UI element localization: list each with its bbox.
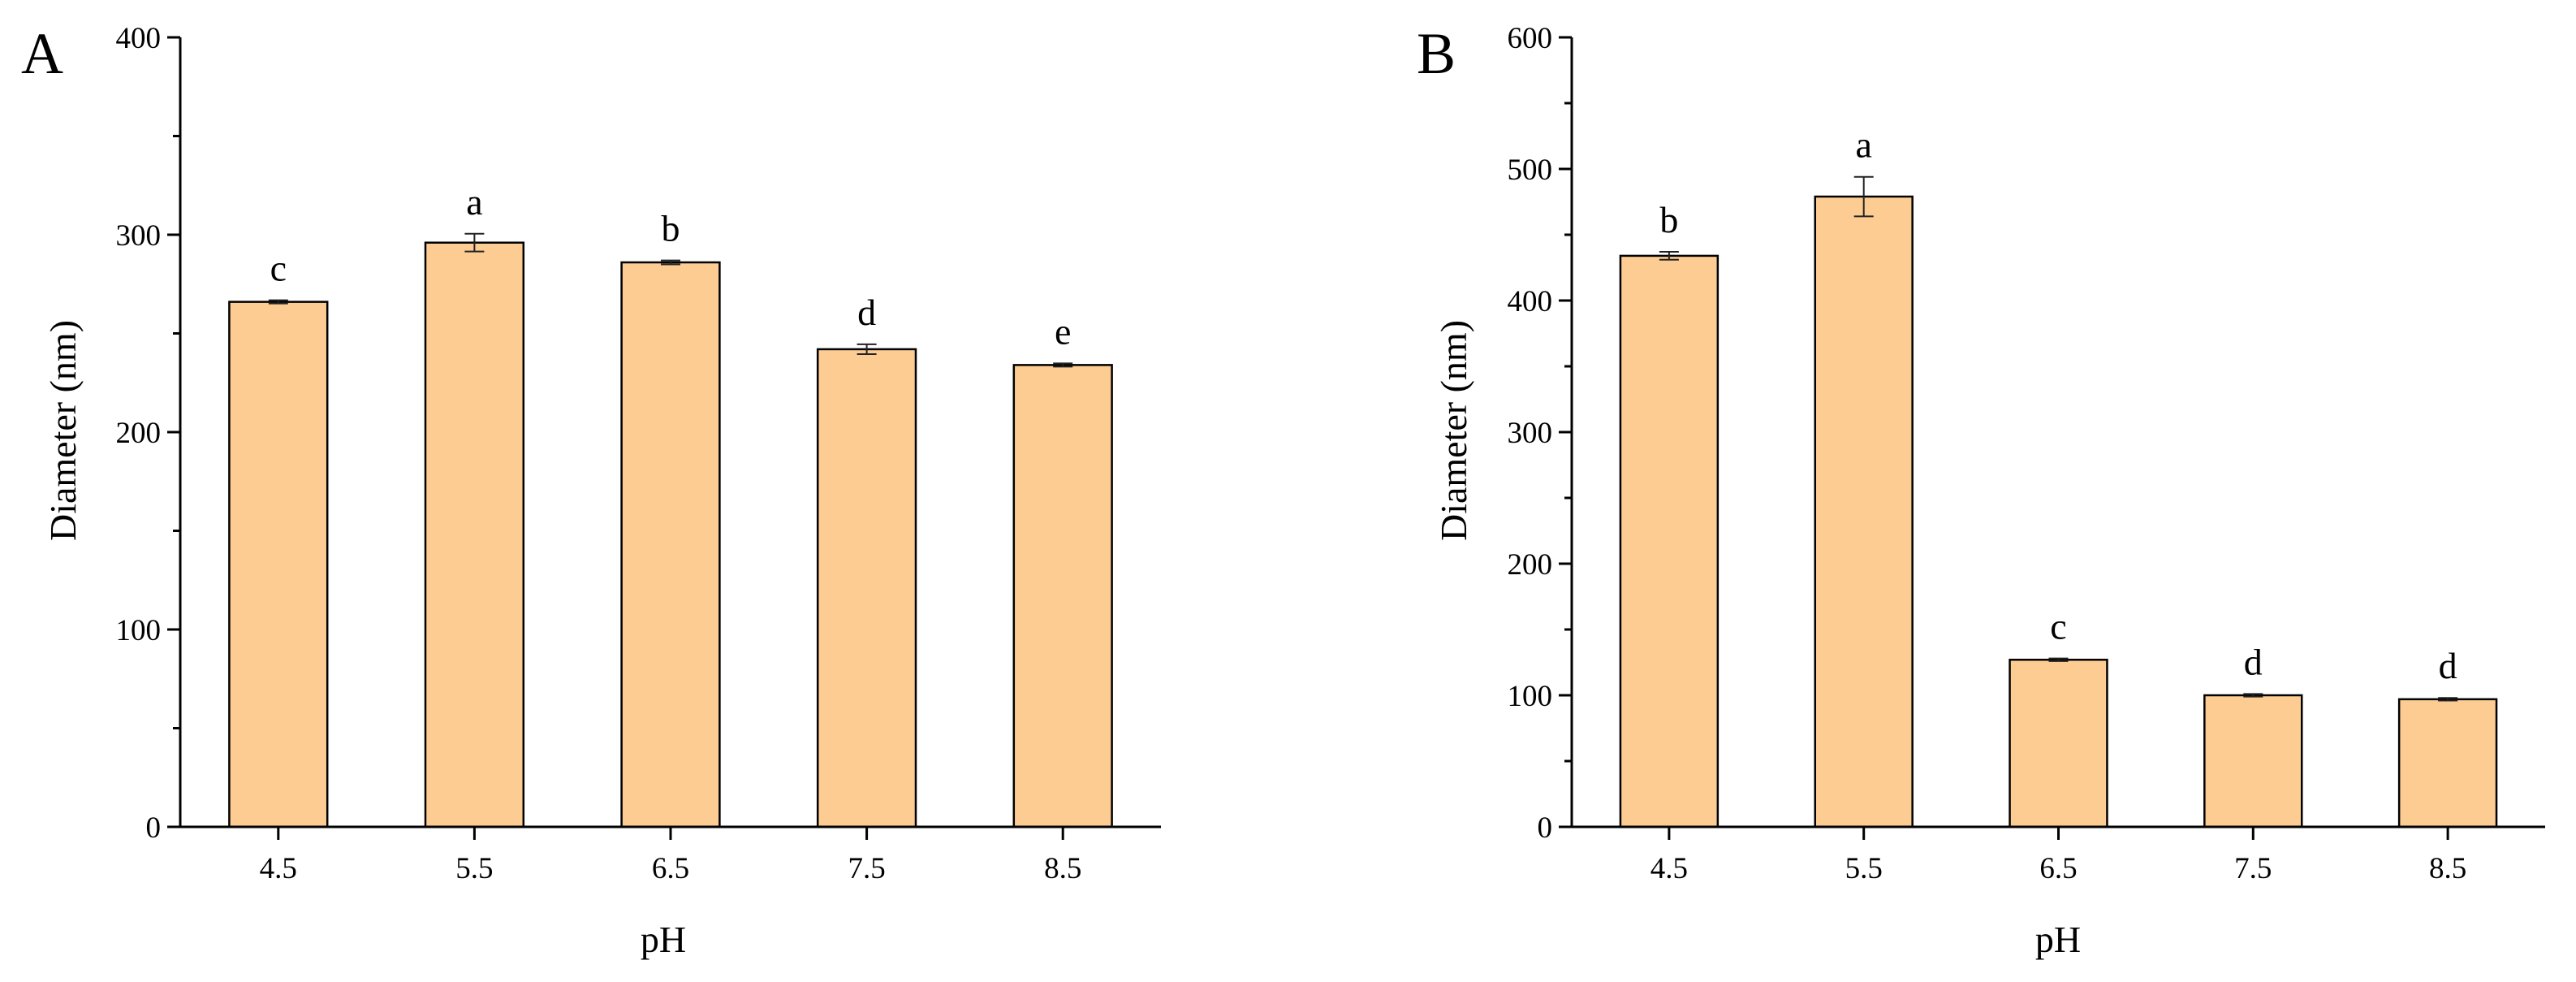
panel-a-bar [228,301,329,828]
panel-a-x-tick-label: 4.5 [260,852,297,885]
panel-b-significance-letter: a [1855,124,1871,166]
panel-a-y-tick-label: 200 [116,417,162,450]
panel-a-bar [424,241,525,828]
panel-b-bars [1619,195,2498,828]
panel-b-x-tick-label: 7.5 [2234,852,2272,885]
panel-a-significance-letter: a [466,181,482,223]
panel-b-x-tick-label: 5.5 [1845,852,1883,885]
panel-b-x-axis-label: pH [2035,919,2081,960]
panel-b-y-tick-label: 200 [1508,548,1553,582]
panel-b-y-tick-label: 300 [1508,417,1553,450]
panel-b-significance-letter: d [2439,645,2457,686]
panel-b-bar [1619,254,1719,828]
panel-b-significance-letters: b a c d d [1659,124,2457,687]
panel-a-x-ticks: 4.5 5.5 6.5 7.5 8.5 [260,827,1081,885]
panel-b-significance-letter: b [1659,199,1678,240]
panel-a-significance-letter: c [270,248,287,289]
panel-b-y-tick-label: 500 [1508,154,1553,187]
panel-a-bar [620,261,721,828]
panel-a: A 0 100 200 300 400 4.5 5.5 6.5 7.5 8.5 c a b d e pH… [21,21,1161,960]
panel-b-bar [2397,698,2498,828]
panel-a-y-ticks: 0 100 200 300 400 [116,22,180,845]
panel-b-letter: B [1417,21,1456,86]
panel-a-bar [1012,364,1113,828]
panel-b: B 0 100 200 300 400 500 600 4.5 5.5 6.5 7.5 8.5 b a… [1417,21,2545,960]
panel-b-x-tick-label: 4.5 [1650,852,1688,885]
panel-a-bar [816,348,917,828]
panel-a-significance-letter: b [662,208,680,249]
panel-b-y-tick-label: 600 [1508,22,1553,55]
panel-b-y-tick-label: 400 [1508,285,1553,318]
panel-a-y-tick-label: 100 [116,614,162,647]
panel-a-bars [228,241,1113,828]
panel-b-bar [2203,694,2303,828]
panel-b-y-axis-label: Diameter (nm) [1433,320,1474,541]
panel-a-letter: A [21,21,63,86]
panel-a-x-tick-label: 8.5 [1044,852,1081,885]
panel-b-x-tick-label: 6.5 [2039,852,2077,885]
panel-a-y-tick-label: 300 [116,219,162,253]
panel-a-error-bars [268,232,1073,368]
panel-b-y-tick-label: 0 [1538,811,1553,845]
panel-b-y-tick-label: 100 [1508,680,1553,713]
panel-b-y-ticks: 0 100 200 300 400 500 600 [1508,22,1572,845]
panel-a-significance-letter: e [1055,310,1071,352]
panel-a-x-tick-label: 5.5 [455,852,493,885]
panel-a-x-axis-label: pH [641,919,686,960]
panel-a-significance-letters: c a b d e [270,181,1072,353]
panel-a-x-tick-label: 7.5 [848,852,885,885]
panel-a-y-axis-label: Diameter (nm) [42,320,84,541]
panel-b-error-bars [1659,175,2458,702]
panel-b-bar [2009,659,2108,828]
panel-b-significance-letter: d [2244,641,2263,682]
panel-b-x-ticks: 4.5 5.5 6.5 7.5 8.5 [1650,827,2466,885]
panel-b-significance-letter: c [2050,606,2066,647]
panel-b-bar [1814,195,1914,828]
panel-a-x-tick-label: 6.5 [652,852,689,885]
panel-a-significance-letter: d [857,292,876,333]
panel-b-x-tick-label: 8.5 [2429,852,2466,885]
panel-a-y-tick-label: 0 [146,811,162,845]
panel-a-y-tick-label: 400 [116,22,162,55]
